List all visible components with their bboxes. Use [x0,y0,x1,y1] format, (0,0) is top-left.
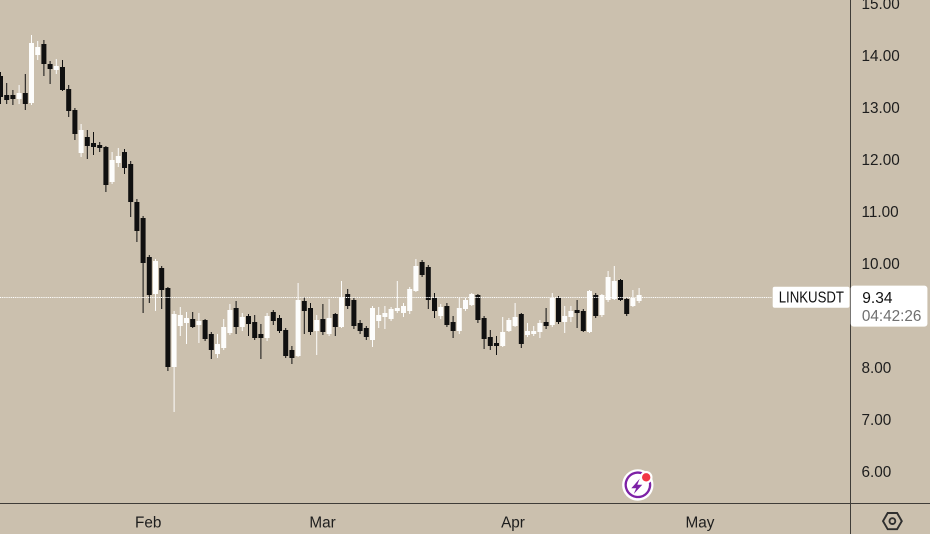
svg-text:LINKUSDT: LINKUSDT [779,290,845,307]
svg-text:6.00: 6.00 [862,464,892,481]
svg-text:9.34: 9.34 [862,290,893,307]
svg-text:14.00: 14.00 [862,48,900,65]
svg-text:7.00: 7.00 [862,412,892,429]
svg-text:Mar: Mar [309,515,335,532]
svg-text:04:42:26: 04:42:26 [862,308,922,325]
svg-text:Feb: Feb [135,515,161,532]
svg-text:Apr: Apr [501,515,525,532]
svg-text:May: May [686,515,715,532]
svg-text:10.00: 10.00 [862,256,900,273]
svg-text:12.00: 12.00 [862,152,900,169]
svg-text:13.00: 13.00 [862,100,900,117]
svg-text:8.00: 8.00 [862,360,892,377]
svg-text:15.00: 15.00 [862,0,900,13]
svg-text:11.00: 11.00 [862,204,899,221]
